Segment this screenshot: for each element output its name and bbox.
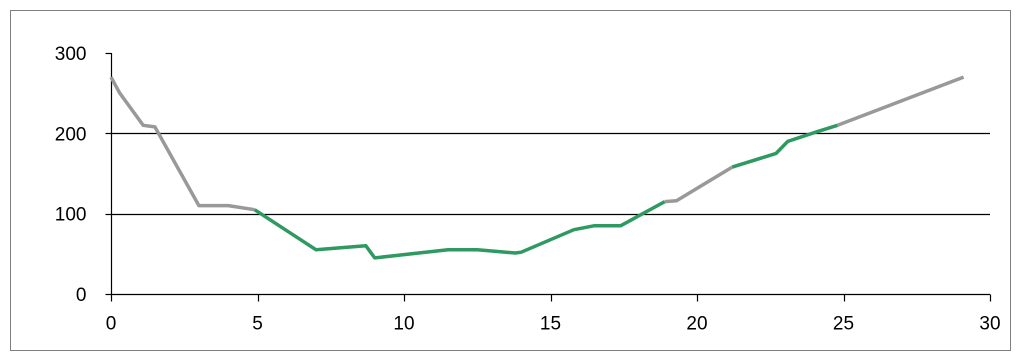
x-tick-label-30: 30	[979, 314, 1000, 335]
x-tick-label-15: 15	[540, 314, 561, 335]
series-segment-green-1	[253, 200, 666, 260]
y-tick-label-0: 0	[76, 285, 87, 306]
series-segment-green-3	[731, 123, 839, 169]
series-segment-gray-2	[664, 165, 734, 204]
series-segment-gray-0	[109, 76, 255, 212]
x-tick-label-5: 5	[252, 314, 263, 335]
series-segment-gray-4	[836, 75, 965, 127]
chart-frame-border	[10, 10, 1011, 351]
x-tick-label-20: 20	[686, 314, 707, 335]
y-tick-label-100: 100	[55, 205, 87, 226]
x-tick-label-10: 10	[393, 314, 414, 335]
y-tick-label-200: 200	[55, 124, 87, 145]
x-tick-label-25: 25	[833, 314, 854, 335]
y-tick-label-300: 300	[55, 44, 87, 65]
x-tick-label-0: 0	[106, 314, 117, 335]
